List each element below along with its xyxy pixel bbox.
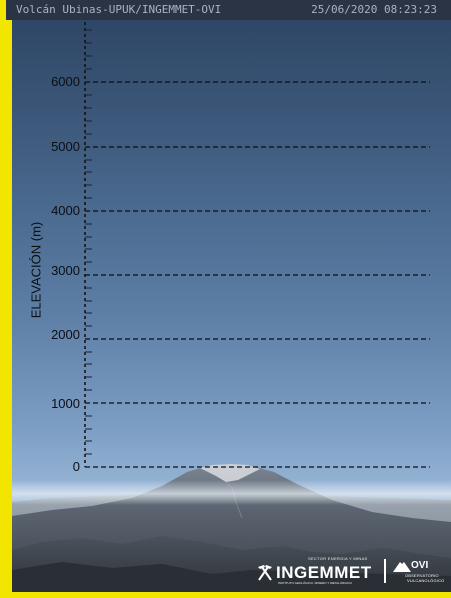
ingemmet-sector-text: SECTOR ENERGIA Y MINAS	[308, 556, 368, 561]
tick-label-2000: 2000	[51, 327, 80, 342]
logo-divider	[384, 559, 386, 583]
axis-title-text: ELEVACIÓN (m)	[28, 221, 44, 319]
tick-label-1000: 1000	[51, 396, 80, 411]
hammer-pick-icon	[258, 565, 272, 581]
volcano-landscape	[12, 464, 451, 592]
logo-bar: SECTOR ENERGIA Y MINAS INGEMMET INSTITUT…	[256, 556, 446, 586]
ingemmet-wordmark: INGEMMET	[276, 563, 372, 582]
ovi-observatorio-text: OBSERVATORIO	[405, 573, 439, 578]
ingemmet-institute-text: INSTITUTO GEOLÓGICO, MINERO Y METALÚRGIC…	[278, 581, 352, 585]
ovi-wordmark: OVI	[411, 560, 429, 571]
camera-timestamp: 25/06/2020 08:23:23	[311, 3, 437, 16]
camera-title: Volcán Ubinas-UPUK/INGEMMET-OVI	[16, 3, 222, 16]
axis-title: ELEVACIÓN (m)	[16, 210, 56, 330]
camera-header: Volcán Ubinas-UPUK/INGEMMET-OVI 25/06/20…	[6, 0, 451, 20]
tick-label-6000: 6000	[51, 74, 80, 89]
tick-label-0: 0	[72, 459, 80, 474]
ovi-logo: OVI OBSERVATORIO VULCANOLÓGICO	[393, 556, 445, 586]
ovi-vulcanologico-text: VULCANOLÓGICO	[407, 578, 445, 583]
horizon-haze	[12, 480, 451, 505]
volcano-mark-icon	[393, 562, 411, 572]
tick-label-5000: 5000	[51, 139, 80, 154]
tick-label-4000: 4000	[51, 203, 80, 218]
elevation-scale	[84, 22, 430, 468]
tick-label-3000: 3000	[51, 263, 80, 278]
ingemmet-logo: SECTOR ENERGIA Y MINAS INGEMMET INSTITUT…	[256, 556, 376, 586]
